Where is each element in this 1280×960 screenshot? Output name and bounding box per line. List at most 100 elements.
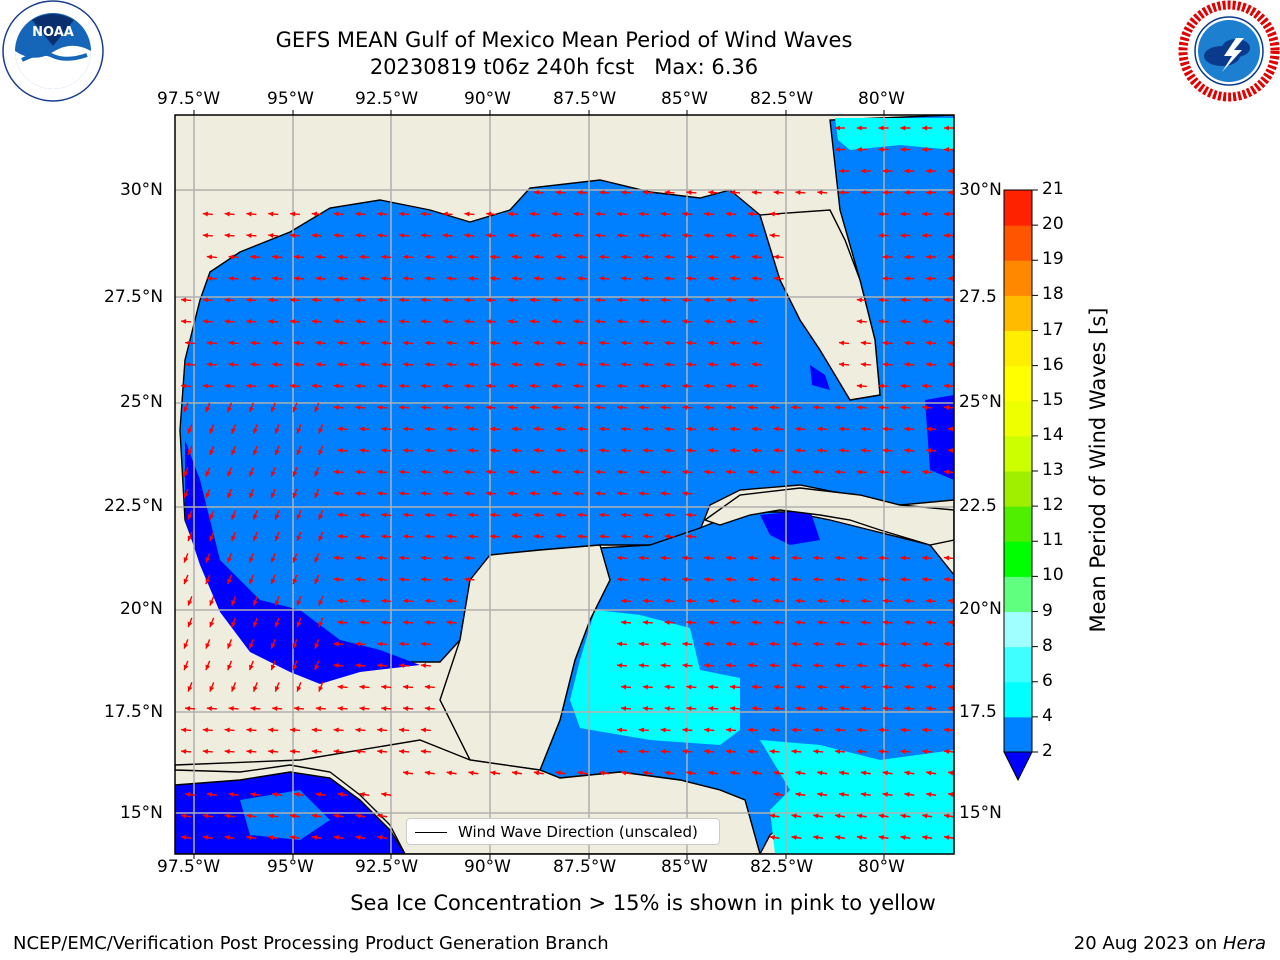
wind-wave-arrow-head: [904, 190, 910, 195]
wind-wave-arrow-head: [424, 254, 430, 260]
wind-wave-arrow-head: [948, 276, 953, 281]
wind-wave-arrow-head: [551, 211, 557, 217]
lon-tick-top: 92.5°W: [355, 89, 419, 109]
wind-wave-arrow-head: [333, 211, 339, 217]
wind-wave-arrow-head: [314, 492, 320, 499]
wind-wave-arrow-head: [621, 598, 627, 604]
wind-wave-arrow-head: [250, 254, 256, 260]
wind-wave-arrow-head: [333, 813, 339, 819]
wind-wave-arrow-head: [726, 727, 732, 733]
wind-wave-arrow-head: [381, 276, 387, 281]
colorbar-segment: [1004, 646, 1032, 683]
wind-wave-arrow-head: [187, 600, 193, 606]
wind-wave-arrow-head: [664, 448, 670, 453]
wind-wave-arrow-head: [206, 706, 212, 711]
wind-wave-arrow-head: [944, 469, 950, 475]
wind-wave-arrow-head: [948, 340, 954, 346]
wind-wave-arrow-head: [839, 792, 845, 797]
wind-wave-arrow-head: [337, 620, 343, 625]
wind-wave-arrow-head: [464, 469, 470, 475]
wind-wave-arrow-head: [599, 254, 605, 260]
wind-wave-arrow-head: [726, 555, 732, 561]
wind-wave-arrow-head: [202, 211, 208, 217]
wind-wave-arrow-head: [355, 555, 361, 561]
wind-wave-arrow-head: [187, 449, 193, 456]
wind-wave-arrow-head: [555, 340, 561, 346]
wind-wave-arrow-head: [791, 835, 797, 840]
wind-wave-arrow-head: [751, 684, 757, 690]
wind-wave-arrow-head: [638, 663, 644, 668]
wind-wave-arrow-head: [922, 125, 928, 131]
wind-wave-arrow-head: [250, 340, 256, 346]
wind-wave-arrow-head: [228, 792, 234, 797]
wind-wave-arrow-head: [486, 319, 492, 324]
wind-wave-arrow-head: [922, 147, 928, 152]
wind-wave-arrow-head: [333, 749, 339, 754]
wind-wave-arrow-head: [464, 405, 470, 410]
wind-wave-arrow-head: [617, 405, 623, 410]
colorbar-segment: [1004, 716, 1032, 753]
wind-wave-arrow-head: [468, 448, 474, 453]
wind-wave-arrow-head: [231, 535, 236, 542]
wind-wave-arrow-head: [726, 663, 732, 668]
wind-wave-arrow-head: [403, 706, 409, 711]
wind-wave-arrow-head: [664, 706, 670, 711]
wind-wave-arrow-head: [268, 749, 274, 754]
wind-wave-arrow-head: [377, 577, 383, 582]
wind-wave-arrow-head: [795, 792, 801, 797]
wind-wave-arrow-head: [228, 706, 234, 711]
wind-wave-arrow-head: [708, 276, 714, 281]
wind-wave-arrow-head: [202, 749, 208, 754]
lon-tick-top: 90°W: [464, 89, 511, 109]
wind-wave-arrow-head: [900, 663, 906, 668]
wind-wave-arrow-head: [246, 319, 252, 324]
wind-wave-arrow-head: [922, 577, 928, 582]
wind-wave-arrow-head: [704, 469, 710, 475]
wind-wave-arrow-head: [296, 535, 302, 542]
wind-wave-arrow-head: [292, 471, 298, 477]
wind-wave-arrow-head: [926, 190, 932, 195]
wind-wave-arrow-head: [751, 276, 757, 281]
wind-wave-arrow-head: [187, 428, 193, 434]
wind-wave-arrow-head: [253, 514, 258, 520]
wind-wave-arrow-head: [311, 813, 318, 819]
wind-wave-arrow-head: [403, 534, 409, 539]
wind-wave-arrow-head: [900, 469, 906, 475]
wind-wave-arrow-head: [900, 555, 906, 561]
wind-wave-arrow-head: [835, 125, 840, 131]
wind-wave-arrow-head: [529, 469, 535, 475]
wind-wave-arrow-head: [813, 749, 819, 754]
wind-wave-arrow-head: [944, 813, 950, 819]
pacific-blue-patch: [240, 790, 330, 840]
wind-wave-arrow-head: [904, 684, 910, 690]
wind-wave-arrow-head: [682, 491, 688, 496]
wind-wave-arrow-head: [337, 792, 343, 797]
wind-wave-arrow-head: [249, 578, 254, 585]
wind-wave-arrow-head: [403, 254, 409, 260]
wind-wave-arrow-head: [359, 598, 365, 604]
wind-wave-arrow-head: [551, 297, 557, 303]
wind-wave-arrow-head: [577, 512, 583, 518]
wind-wave-arrow-head: [573, 469, 579, 475]
wind-wave-arrow-head: [682, 469, 688, 475]
wind-wave-arrow-head: [664, 770, 670, 776]
wind-wave-arrow-head: [381, 426, 387, 432]
colorbar-tick-label: 20: [1042, 214, 1064, 235]
colorbar-tick-label: 8: [1042, 635, 1053, 656]
wind-wave-arrow-head: [835, 555, 841, 561]
wind-wave-arrow-head: [708, 254, 714, 260]
wind-wave-arrow-head: [420, 319, 426, 324]
wind-wave-arrow-head: [751, 254, 757, 260]
wind-wave-arrow-head: [185, 362, 191, 367]
wind-wave-arrow-head: [292, 557, 298, 563]
wind-wave-arrow-head: [224, 233, 230, 238]
wind-wave-arrow-head: [446, 620, 452, 625]
wind-wave-arrow-head: [224, 319, 230, 324]
wind-wave-arrow-head: [638, 641, 644, 647]
wind-wave-arrow-head: [577, 254, 583, 260]
wind-wave-arrow-head: [355, 663, 361, 668]
wind-wave-arrow-head: [573, 405, 579, 410]
wind-wave-arrow-head: [660, 663, 666, 668]
wind-wave-arrow-head: [617, 297, 623, 303]
wind-wave-arrow-head: [704, 727, 710, 733]
